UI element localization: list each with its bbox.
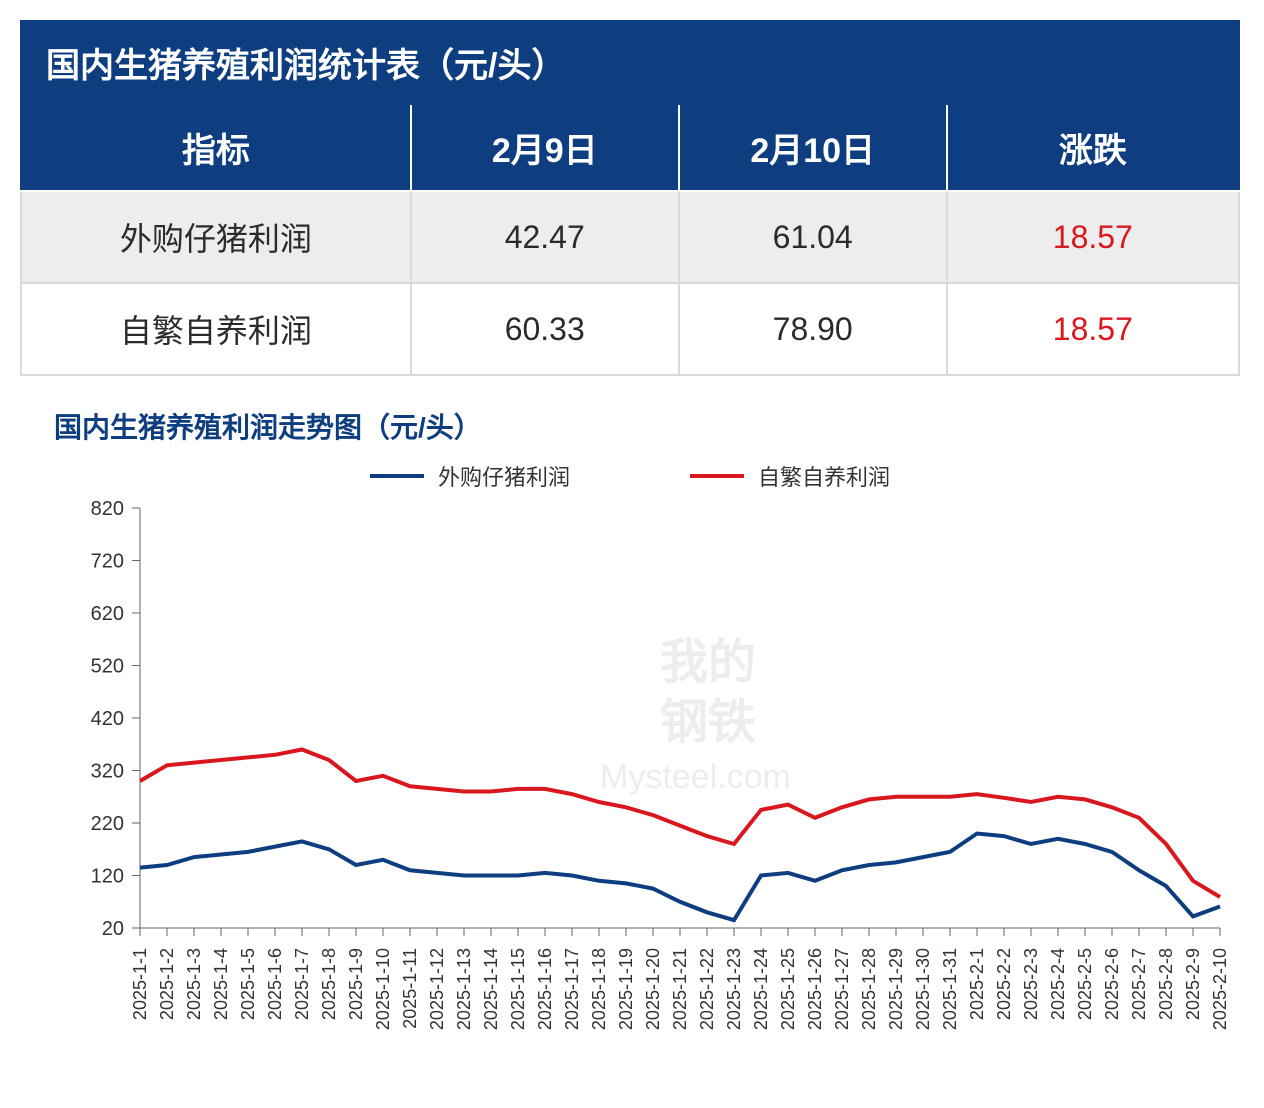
x-tick-label: 2025-1-3: [184, 948, 204, 1020]
row-change: 18.57: [947, 191, 1239, 283]
x-tick-label: 2025-1-11: [400, 948, 420, 1029]
x-tick-label: 2025-2-10: [1210, 948, 1230, 1030]
svg-text:Mysteel.com: Mysteel.com: [600, 758, 791, 796]
col-header-date-a: 2月9日: [411, 104, 679, 191]
legend-label: 自繁自养利润: [758, 460, 890, 492]
x-tick-label: 2025-1-30: [913, 948, 933, 1030]
x-tick-label: 2025-1-14: [481, 948, 501, 1030]
x-tick-label: 2025-2-3: [1021, 948, 1041, 1020]
col-header-indicator: 指标: [21, 104, 411, 191]
row-value-b: 78.90: [679, 283, 947, 375]
x-tick-label: 2025-1-2: [157, 948, 177, 1020]
x-tick-label: 2025-1-24: [751, 948, 771, 1030]
legend-label: 外购仔猪利润: [438, 460, 570, 492]
x-tick-label: 2025-1-17: [562, 948, 582, 1030]
y-tick-label: 620: [91, 603, 124, 625]
y-tick-label: 820: [91, 498, 124, 520]
y-tick-label: 520: [91, 656, 124, 678]
x-tick-label: 2025-1-7: [292, 948, 312, 1020]
legend-item: 自繁自养利润: [690, 460, 890, 492]
x-tick-label: 2025-1-6: [265, 948, 285, 1020]
y-tick-label: 720: [91, 551, 124, 573]
table-header-row: 指标 2月9日 2月10日 涨跌: [21, 104, 1239, 191]
x-tick-label: 2025-1-10: [373, 948, 393, 1030]
x-tick-label: 2025-1-13: [454, 948, 474, 1030]
x-tick-label: 2025-1-19: [616, 948, 636, 1030]
series-line: [140, 834, 1220, 921]
x-tick-label: 2025-1-16: [535, 948, 555, 1030]
col-header-change: 涨跌: [947, 104, 1239, 191]
watermark: 我的钢铁 Mysteel.com: [600, 636, 791, 796]
x-tick-label: 2025-1-28: [859, 948, 879, 1030]
chart-legend: 外购仔猪利润 自繁自养利润: [30, 460, 1230, 492]
row-change: 18.57: [947, 283, 1239, 375]
legend-swatch-icon: [690, 474, 744, 478]
x-tick-label: 2025-2-1: [967, 948, 987, 1020]
x-tick-label: 2025-2-7: [1129, 948, 1149, 1020]
x-tick-label: 2025-1-8: [319, 948, 339, 1020]
x-tick-label: 2025-2-2: [994, 948, 1014, 1020]
x-tick-label: 2025-1-15: [508, 948, 528, 1030]
x-tick-label: 2025-1-9: [346, 948, 366, 1020]
x-tick-label: 2025-1-1: [130, 948, 150, 1020]
table-row: 外购仔猪利润 42.47 61.04 18.57: [21, 191, 1239, 283]
x-tick-label: 2025-1-27: [832, 948, 852, 1030]
x-tick-label: 2025-2-5: [1075, 948, 1095, 1020]
chart-block: 国内生猪养殖利润走势图（元/头） 外购仔猪利润 自繁自养利润 我的钢铁 Myste…: [20, 406, 1240, 1058]
svg-text:钢铁: 钢铁: [660, 696, 756, 749]
svg-text:我的: 我的: [660, 636, 756, 689]
x-tick-label: 2025-1-21: [670, 948, 690, 1030]
y-tick-label: 320: [91, 761, 124, 783]
x-tick-label: 2025-2-9: [1183, 948, 1203, 1020]
legend-swatch-icon: [370, 474, 424, 478]
profit-table: 国内生猪养殖利润统计表（元/头） 指标 2月9日 2月10日 涨跌 外购仔猪利润…: [20, 20, 1240, 376]
table-row: 自繁自养利润 60.33 78.90 18.57: [21, 283, 1239, 375]
y-tick-label: 420: [91, 708, 124, 730]
y-tick-label: 20: [102, 918, 124, 940]
chart-title: 国内生猪养殖利润走势图（元/头）: [54, 406, 1230, 446]
y-tick-label: 120: [91, 866, 124, 888]
line-chart: 我的钢铁 Mysteel.com 20 120 220 320 420 520 620 720 82…: [30, 498, 1230, 1058]
x-tick-label: 2025-1-23: [724, 948, 744, 1030]
x-tick-label: 2025-1-25: [778, 948, 798, 1030]
row-value-b: 61.04: [679, 191, 947, 283]
x-tick-label: 2025-2-8: [1156, 948, 1176, 1020]
x-tick-label: 2025-1-12: [427, 948, 447, 1030]
x-tick-label: 2025-1-4: [211, 948, 231, 1020]
x-tick-label: 2025-1-20: [643, 948, 663, 1030]
legend-item: 外购仔猪利润: [370, 460, 570, 492]
x-tick-label: 2025-1-29: [886, 948, 906, 1030]
x-tick-label: 2025-1-31: [940, 948, 960, 1030]
x-tick-label: 2025-2-4: [1048, 948, 1068, 1020]
x-tick-label: 2025-1-26: [805, 948, 825, 1030]
x-tick-label: 2025-1-18: [589, 948, 609, 1030]
row-label: 外购仔猪利润: [21, 191, 411, 283]
col-header-date-b: 2月10日: [679, 104, 947, 191]
x-tick-label: 2025-1-5: [238, 948, 258, 1020]
x-tick-label: 2025-2-6: [1102, 948, 1122, 1020]
row-value-a: 42.47: [411, 191, 679, 283]
y-tick-label: 220: [91, 813, 124, 835]
table-title: 国内生猪养殖利润统计表（元/头）: [21, 21, 1239, 104]
x-tick-label: 2025-1-22: [697, 948, 717, 1030]
row-value-a: 60.33: [411, 283, 679, 375]
row-label: 自繁自养利润: [21, 283, 411, 375]
